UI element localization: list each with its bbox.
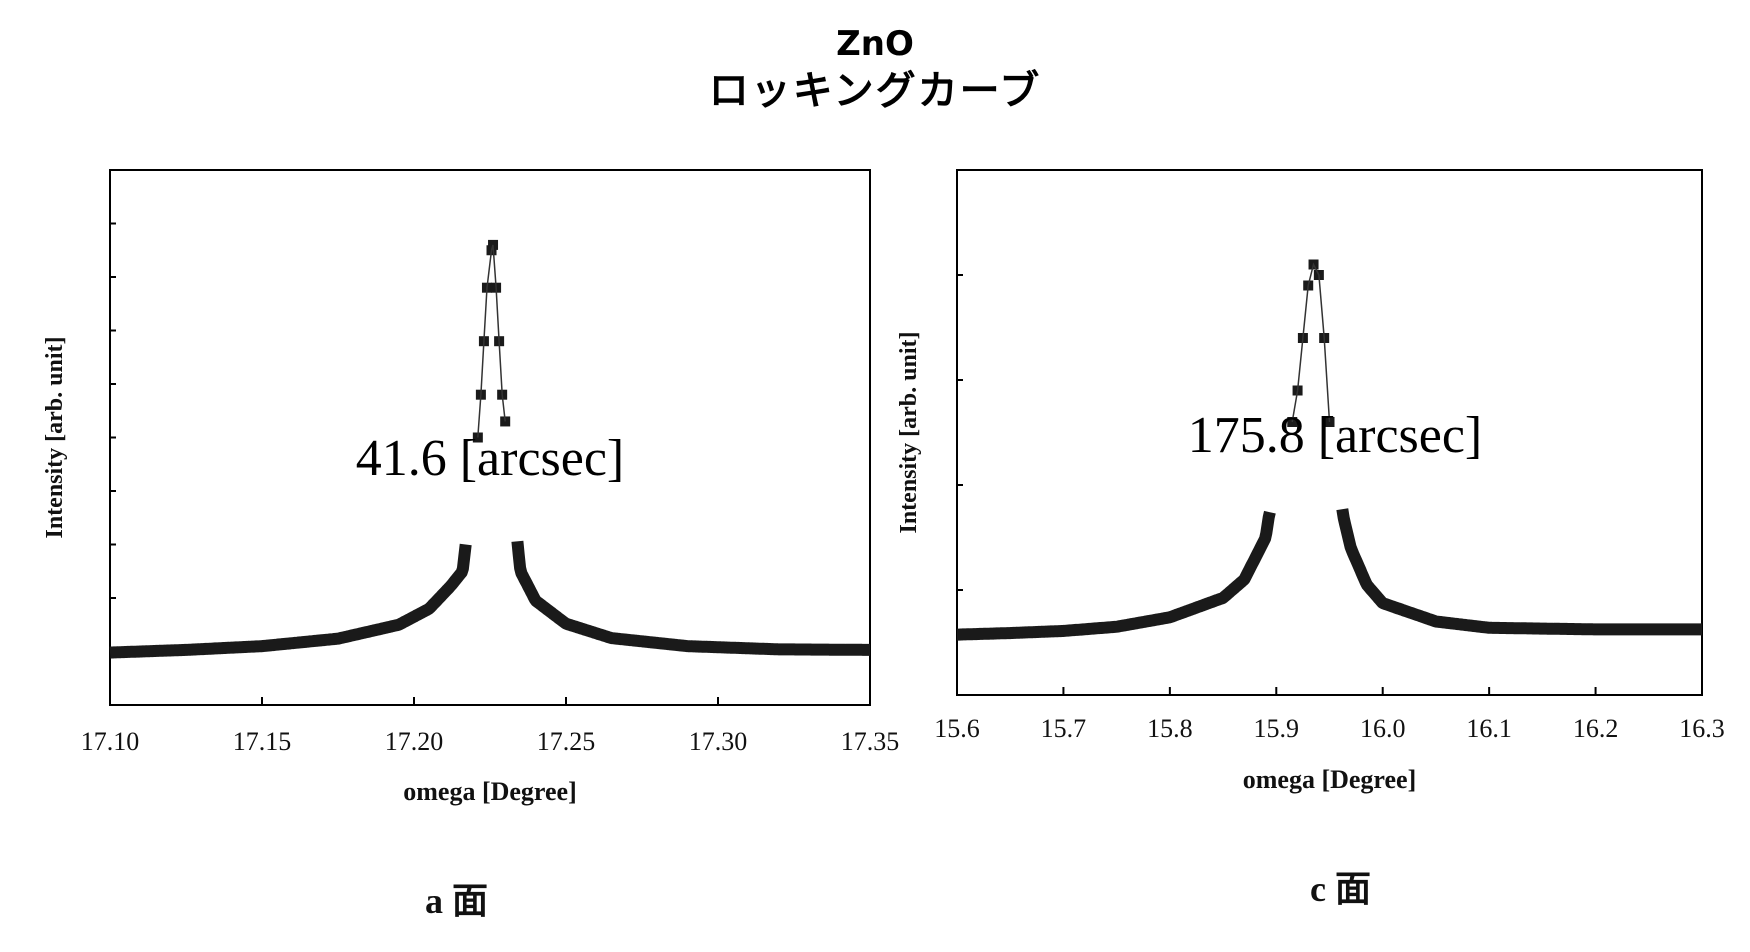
title-line-1: ZnO bbox=[836, 24, 914, 64]
y-axis-label: Intensity [arb. unit] bbox=[42, 336, 68, 538]
chart-1: 15.6 15.7 15.8 15.9 16.0 16.1 16.2 16.3 omega [D… bbox=[896, 169, 1725, 794]
x-tick-label: 17.35 bbox=[841, 727, 900, 756]
curve-left-tail bbox=[105, 543, 472, 659]
curve-left-tail bbox=[952, 510, 1276, 641]
x-axis-label: omega [Degree] bbox=[403, 777, 576, 806]
x-tick-label: 17.30 bbox=[689, 727, 748, 756]
caption-c-plane: c 面 bbox=[1310, 869, 1371, 909]
x-tick-label: 17.15 bbox=[233, 727, 292, 756]
curve-right-tail bbox=[511, 540, 875, 656]
curve-right-tail bbox=[1336, 508, 1707, 636]
fwhm-annotation: 175.8 [arcsec] bbox=[1188, 407, 1483, 464]
x-tick-label: 15.9 bbox=[1254, 714, 1300, 743]
x-tick-label: 16.2 bbox=[1573, 714, 1619, 743]
y-axis-label: Intensity [arb. unit] bbox=[896, 331, 922, 533]
peak-line bbox=[477, 244, 506, 438]
x-tick-label: 15.8 bbox=[1147, 714, 1193, 743]
x-tick-label: 16.1 bbox=[1466, 714, 1512, 743]
peak-point bbox=[500, 416, 511, 427]
x-tick-label: 16.0 bbox=[1360, 714, 1406, 743]
fwhm-annotation: 41.6 [arcsec] bbox=[356, 430, 625, 487]
x-tick-label: 15.7 bbox=[1041, 714, 1087, 743]
caption-a-plane: a 面 bbox=[425, 881, 489, 921]
x-tick-label: 17.10 bbox=[81, 727, 140, 756]
x-tick-label: 17.25 bbox=[537, 727, 596, 756]
x-tick-label: 15.6 bbox=[934, 714, 980, 743]
x-tick-label: 16.3 bbox=[1679, 714, 1725, 743]
plot-frame bbox=[956, 169, 1703, 696]
figure-title: ZnO ロッキングカーブ bbox=[0, 22, 1750, 116]
title-line-2: ロッキングカーブ bbox=[708, 68, 1042, 114]
x-tick-label: 17.20 bbox=[385, 727, 444, 756]
peak-line bbox=[1291, 262, 1331, 423]
chart-0: 17.10 17.15 17.20 17.25 17.30 17.35 omega [Deg… bbox=[42, 169, 900, 806]
x-axis-label: omega [Degree] bbox=[1243, 765, 1416, 794]
